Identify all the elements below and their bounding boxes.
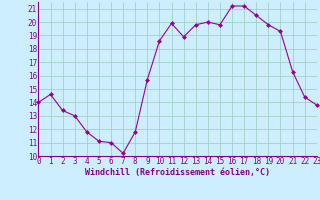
X-axis label: Windchill (Refroidissement éolien,°C): Windchill (Refroidissement éolien,°C) bbox=[85, 168, 270, 177]
